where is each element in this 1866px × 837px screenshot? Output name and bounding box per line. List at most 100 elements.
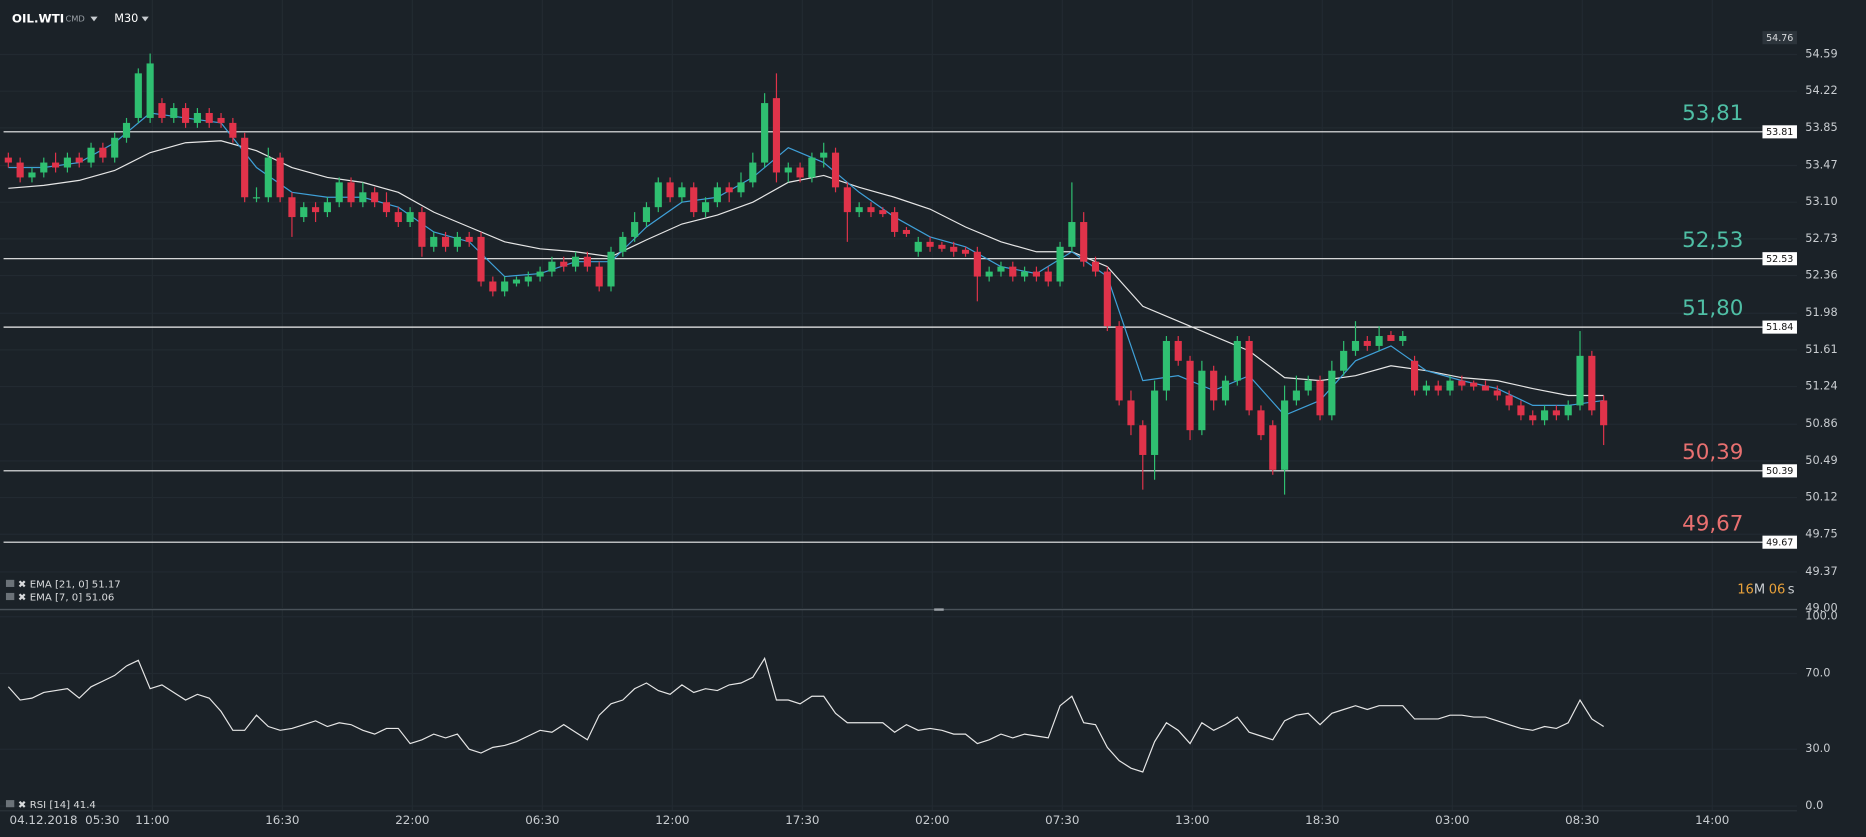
price-tick-label: 50.12 bbox=[1805, 491, 1837, 504]
candle-body bbox=[631, 222, 639, 237]
candle-body bbox=[1529, 415, 1537, 421]
candle-body bbox=[713, 187, 721, 203]
candle-body bbox=[335, 182, 343, 203]
candle-body bbox=[784, 167, 792, 173]
timer-m: M bbox=[1754, 582, 1765, 597]
candle-body bbox=[63, 157, 71, 168]
timer-minutes: 16 bbox=[1737, 582, 1754, 597]
rsi-tick-label: 100.0 bbox=[1805, 610, 1837, 623]
high-tag bbox=[1762, 31, 1797, 45]
candle-body bbox=[690, 187, 698, 213]
candle-body bbox=[1517, 405, 1525, 416]
candle-body bbox=[1292, 390, 1300, 401]
candle-body bbox=[418, 212, 426, 247]
ema-icon[interactable] bbox=[5, 592, 15, 601]
candle-body bbox=[1103, 271, 1111, 327]
time-tick-label: 22:00 bbox=[395, 813, 429, 827]
candle-body bbox=[678, 187, 686, 198]
candle-body bbox=[1198, 370, 1206, 431]
candle-body bbox=[1221, 380, 1230, 401]
market-caret[interactable] bbox=[90, 16, 98, 22]
candle-body bbox=[1091, 261, 1100, 272]
time-tick-label: 07:30 bbox=[1045, 813, 1079, 827]
ema-close[interactable]: ✖ bbox=[18, 593, 26, 604]
candle-body bbox=[229, 122, 237, 138]
price-tick-label: 50.86 bbox=[1805, 417, 1837, 430]
candle-body bbox=[583, 256, 591, 267]
price-tick-label: 52.73 bbox=[1805, 232, 1837, 245]
candle-body bbox=[1434, 385, 1442, 391]
candle-body bbox=[867, 207, 875, 213]
ema-close[interactable]: ✖ bbox=[18, 580, 26, 591]
candle-timer: 16M 06 s bbox=[1737, 582, 1795, 597]
candle-body bbox=[28, 172, 36, 178]
timer-seconds: 06 bbox=[1769, 582, 1786, 597]
candle-body bbox=[501, 281, 509, 292]
candle-body bbox=[796, 167, 804, 178]
plot-area: 53.81 53,81 52.53 52,53 51.84 51,80 50.39 50,39… bbox=[3, 31, 1797, 773]
candle-body bbox=[170, 108, 178, 118]
candle-body bbox=[1032, 271, 1040, 277]
candle-body bbox=[1186, 360, 1194, 431]
candle-body bbox=[193, 112, 201, 123]
level-tag bbox=[1762, 320, 1797, 334]
candle-body bbox=[914, 241, 922, 252]
candle-body bbox=[111, 137, 119, 158]
candle-body bbox=[619, 236, 627, 252]
candle-body bbox=[87, 147, 95, 163]
candle-body bbox=[52, 162, 60, 168]
candle-body bbox=[1115, 326, 1123, 401]
candle-body bbox=[465, 236, 473, 242]
level-annotation: 49,67 bbox=[1682, 511, 1743, 536]
candle-body bbox=[595, 266, 603, 287]
candle-body bbox=[560, 261, 568, 267]
candle-body bbox=[1269, 425, 1277, 470]
candle-body bbox=[654, 182, 662, 208]
candle-body bbox=[359, 192, 367, 203]
candle-body bbox=[252, 197, 261, 199]
timeframe[interactable]: M30 bbox=[114, 12, 138, 25]
panel-resize-handle[interactable] bbox=[934, 608, 944, 611]
time-tick-label: 08:30 bbox=[1565, 813, 1599, 827]
candle-body bbox=[312, 207, 320, 213]
time-tick-label: 02:00 bbox=[915, 813, 949, 827]
price-tick-label: 53.47 bbox=[1805, 159, 1837, 172]
candle-body bbox=[1387, 335, 1395, 341]
candle-body bbox=[1564, 405, 1572, 416]
level-tag bbox=[1762, 464, 1797, 478]
candle-body bbox=[122, 122, 131, 138]
level-tag bbox=[1762, 535, 1797, 549]
rsi-close[interactable]: ✖ bbox=[18, 800, 26, 811]
candle-body bbox=[961, 249, 970, 254]
candle-body bbox=[891, 212, 899, 232]
candle-body bbox=[1340, 350, 1348, 371]
candle-body bbox=[1600, 400, 1608, 426]
rsi-icon[interactable] bbox=[5, 800, 15, 808]
level-tag-label: 49.67 bbox=[1766, 537, 1793, 548]
candle-body bbox=[1080, 222, 1088, 262]
candle-body bbox=[1458, 380, 1466, 386]
candle-body bbox=[1127, 400, 1135, 426]
candle-body bbox=[1493, 390, 1501, 396]
ema-icon[interactable] bbox=[5, 579, 15, 587]
timeframe-caret[interactable] bbox=[141, 16, 149, 22]
price-tick-label: 51.61 bbox=[1805, 343, 1837, 356]
candle-body bbox=[879, 210, 887, 215]
candle-body bbox=[926, 241, 934, 247]
price-tick-label: 50.49 bbox=[1805, 454, 1837, 467]
candle-body bbox=[1375, 336, 1383, 346]
candle-body bbox=[1068, 222, 1076, 247]
candle-body bbox=[146, 63, 154, 118]
candle-body bbox=[288, 197, 296, 218]
candle-body bbox=[276, 157, 284, 198]
candle-body bbox=[642, 207, 651, 223]
market[interactable]: CMD bbox=[65, 14, 84, 24]
time-tick-label: 12:00 bbox=[655, 813, 689, 827]
candle-body bbox=[1281, 400, 1289, 470]
candle-body bbox=[1056, 246, 1064, 282]
candle-body bbox=[1470, 382, 1478, 387]
symbol[interactable]: OIL.WTI bbox=[12, 12, 64, 26]
price-tick-label: 49.37 bbox=[1805, 565, 1837, 578]
candle-body bbox=[571, 256, 580, 267]
